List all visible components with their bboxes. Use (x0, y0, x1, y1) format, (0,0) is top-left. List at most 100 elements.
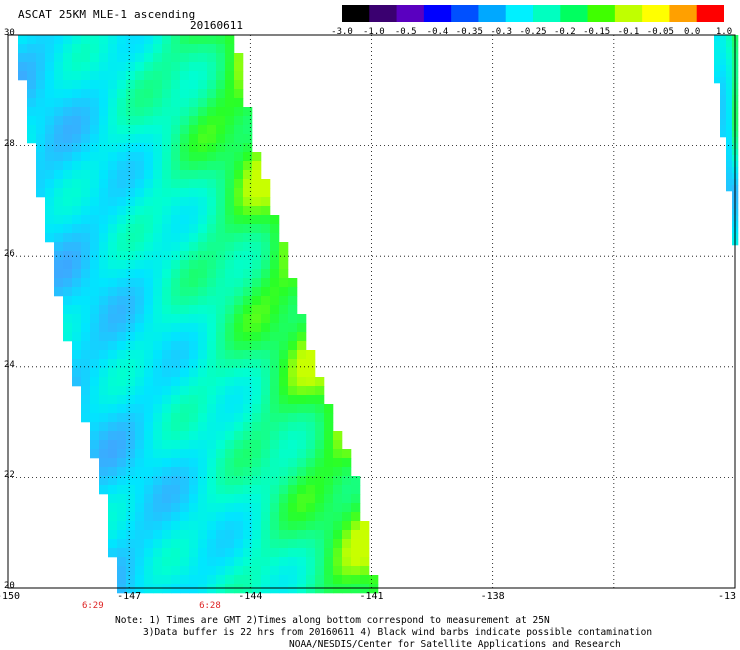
wind-cell (135, 152, 145, 162)
wind-cell (288, 557, 298, 567)
wind-cell (99, 485, 109, 495)
wind-cell (198, 296, 208, 306)
wind-cell (72, 305, 82, 315)
wind-cell (234, 395, 244, 405)
wind-cell (333, 548, 343, 558)
wind-cell (81, 161, 91, 171)
wind-cell (162, 449, 172, 459)
wind-cell (261, 305, 271, 315)
wind-cell (99, 278, 109, 288)
wind-cell (72, 278, 82, 288)
wind-cell (99, 152, 109, 162)
wind-cell (171, 62, 181, 72)
wind-cell (81, 206, 91, 216)
wind-cell (108, 278, 118, 288)
wind-cell (99, 44, 109, 54)
wind-cell (72, 107, 82, 117)
wind-cell (252, 206, 262, 216)
colorbar-swatch (587, 5, 616, 22)
wind-cell (162, 386, 172, 396)
wind-cell (333, 566, 343, 576)
wind-cell (216, 341, 226, 351)
wind-cell (144, 107, 154, 117)
wind-cell (726, 35, 733, 42)
wind-cell (135, 296, 145, 306)
wind-cell (90, 188, 100, 198)
wind-cell (171, 332, 181, 342)
wind-cell (243, 467, 253, 477)
wind-cell (270, 530, 280, 540)
wind-cell (189, 224, 199, 234)
wind-cell (279, 404, 289, 414)
wind-cell (351, 548, 361, 558)
wind-cell (144, 494, 154, 504)
wind-cell (81, 53, 91, 63)
wind-cell (225, 188, 235, 198)
wind-cell (126, 485, 136, 495)
wind-cell (189, 431, 199, 441)
wind-cell (45, 71, 55, 81)
wind-cell (180, 161, 190, 171)
wind-cell (720, 89, 727, 96)
wind-cell (36, 107, 46, 117)
wind-cell (90, 440, 100, 450)
wind-cell (726, 155, 733, 162)
wind-cell (117, 260, 127, 270)
wind-cell (117, 251, 127, 261)
wind-cell (216, 314, 226, 324)
wind-cell (198, 467, 208, 477)
wind-cell (153, 566, 163, 576)
wind-cell (54, 134, 64, 144)
wind-cell (72, 179, 82, 189)
wind-cell (279, 458, 289, 468)
wind-cell (198, 224, 208, 234)
wind-cell (162, 116, 172, 126)
wind-cell (153, 242, 163, 252)
wind-cell (63, 332, 73, 342)
wind-cell (135, 98, 145, 108)
wind-cell (54, 80, 64, 90)
wind-cell (216, 143, 226, 153)
wind-cell (726, 131, 733, 138)
wind-cell (225, 521, 235, 531)
wind-cell (261, 521, 271, 531)
wind-cell (189, 287, 199, 297)
wind-cell (99, 80, 109, 90)
wind-cell (225, 62, 235, 72)
wind-cell (234, 359, 244, 369)
colorbar-label: -0.15 (583, 27, 611, 37)
wind-cell (162, 269, 172, 279)
wind-cell (108, 341, 118, 351)
wind-cell (198, 107, 208, 117)
wind-cell (153, 188, 163, 198)
wind-cell (243, 431, 253, 441)
wind-cell (54, 44, 64, 54)
wind-cell (162, 44, 172, 54)
wind-cell (234, 116, 244, 126)
wind-cell (189, 233, 199, 243)
wind-cell (243, 125, 253, 135)
wind-cell (243, 296, 253, 306)
wind-cell (342, 548, 352, 558)
wind-cell (99, 377, 109, 387)
wind-cell (126, 287, 136, 297)
note-line-3: NOAA/NESDIS/Center for Satellite Applica… (289, 639, 621, 650)
wind-cell (108, 44, 118, 54)
wind-cell (243, 575, 253, 585)
wind-cell (297, 458, 307, 468)
wind-cell (144, 332, 154, 342)
wind-cell (714, 77, 721, 84)
wind-cell (270, 395, 280, 405)
wind-cell (153, 440, 163, 450)
wind-cell (180, 35, 190, 45)
wind-cell (144, 476, 154, 486)
wind-cell (99, 242, 109, 252)
wind-cell (90, 98, 100, 108)
wind-cell (90, 242, 100, 252)
wind-cell (207, 242, 217, 252)
wind-cell (297, 503, 307, 513)
wind-cell (720, 59, 727, 66)
wind-cell (234, 287, 244, 297)
wind-cell (117, 548, 127, 558)
wind-cell (99, 107, 109, 117)
